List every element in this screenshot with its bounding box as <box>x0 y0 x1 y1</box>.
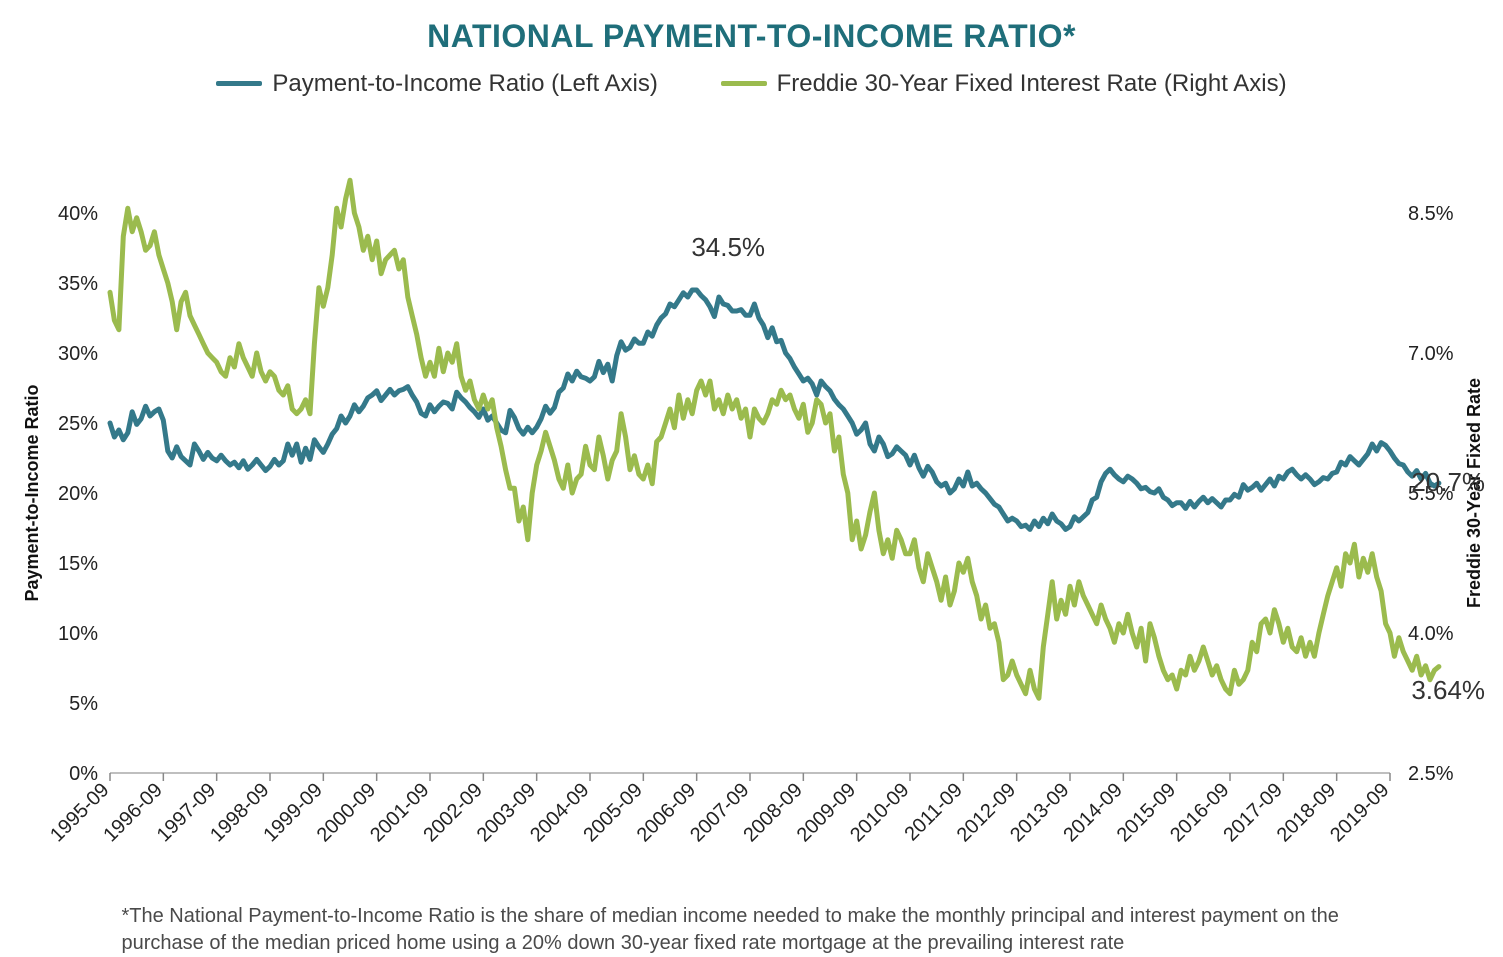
left-axis-tick-label: 20% <box>58 483 98 505</box>
left-axis-tick-label: 25% <box>58 413 98 435</box>
chart-footnote: *The National Payment-to-Income Ratio is… <box>122 903 1382 957</box>
chart-footnote-text: *The National Payment-to-Income Ratio is… <box>122 905 1339 954</box>
left-axis-tick-label: 0% <box>69 763 98 785</box>
x-axis-tick-label: 2008-09 <box>739 778 806 845</box>
x-axis-tick-label: 2015-09 <box>1113 778 1180 845</box>
x-axis-tick-label: 2000-09 <box>313 778 380 845</box>
x-axis-tick-label: 2012-09 <box>953 778 1020 845</box>
chart-container: NATIONAL PAYMENT-TO-INCOME RATIO* Paymen… <box>0 0 1503 859</box>
x-axis-tick-label: 2003-09 <box>473 778 540 845</box>
legend-label-rate: Freddie 30-Year Fixed Interest Rate (Rig… <box>777 70 1287 98</box>
x-axis-tick-label: 2014-09 <box>1059 778 1126 845</box>
left-axis-label: Payment-to-Income Ratio <box>22 384 42 601</box>
x-axis-tick-label: 2007-09 <box>686 778 753 845</box>
callout-label: 3.64% <box>1411 674 1485 704</box>
x-axis-tick-label: 2016-09 <box>1166 778 1233 845</box>
left-axis-tick-label: 5% <box>69 693 98 715</box>
right-axis-tick-label: 2.5% <box>1408 763 1454 785</box>
legend-swatch-pti <box>216 81 262 86</box>
x-axis-tick-label: 2009-09 <box>793 778 860 845</box>
left-axis-tick-label: 40% <box>58 203 98 225</box>
right-axis-tick-label: 4.0% <box>1408 623 1454 645</box>
right-axis-tick-label: 7.0% <box>1408 343 1454 365</box>
x-axis-tick-label: 1997-09 <box>153 778 220 845</box>
x-axis-tick-label: 2002-09 <box>419 778 486 845</box>
x-axis-tick-label: 2019-09 <box>1326 778 1393 845</box>
legend-item-rate: Freddie 30-Year Fixed Interest Rate (Rig… <box>721 70 1287 98</box>
legend-label-pti: Payment-to-Income Ratio (Left Axis) <box>272 70 657 98</box>
left-axis-tick-label: 35% <box>58 273 98 295</box>
chart-title-text: NATIONAL PAYMENT-TO-INCOME RATIO* <box>427 18 1076 54</box>
x-axis-tick-label: 2004-09 <box>526 778 593 845</box>
x-axis-tick-label: 1998-09 <box>206 778 273 845</box>
callout-label: 20.7% <box>1411 467 1485 497</box>
x-axis-tick-label: 1996-09 <box>99 778 166 845</box>
x-axis-tick-label: 1999-09 <box>259 778 326 845</box>
left-axis-tick-label: 10% <box>58 623 98 645</box>
chart-title: NATIONAL PAYMENT-TO-INCOME RATIO* <box>0 0 1503 55</box>
x-axis-tick-label: 1995-09 <box>46 778 113 845</box>
x-axis-tick-label: 2010-09 <box>846 778 913 845</box>
chart-legend: Payment-to-Income Ratio (Left Axis) Fred… <box>0 65 1503 98</box>
callout-label: 34.5% <box>691 232 765 262</box>
left-axis-tick-label: 15% <box>58 553 98 575</box>
left-axis-tick-label: 30% <box>58 343 98 365</box>
series-rate <box>110 180 1439 698</box>
x-axis-tick-label: 2013-09 <box>1006 778 1073 845</box>
right-axis-tick-label: 8.5% <box>1408 203 1454 225</box>
legend-item-pti: Payment-to-Income Ratio (Left Axis) <box>216 70 657 98</box>
x-axis-tick-label: 2017-09 <box>1219 778 1286 845</box>
x-axis-tick-label: 2018-09 <box>1273 778 1340 845</box>
legend-swatch-rate <box>721 81 767 86</box>
x-axis-tick-label: 2001-09 <box>366 778 433 845</box>
chart-svg: 0% 5% 10% 15% 20% 25% 30% 35% 40% Payment-to-Inco… <box>0 98 1503 903</box>
x-axis-tick-label: 2005-09 <box>579 778 646 845</box>
x-axis-tick-label: 2006-09 <box>633 778 700 845</box>
